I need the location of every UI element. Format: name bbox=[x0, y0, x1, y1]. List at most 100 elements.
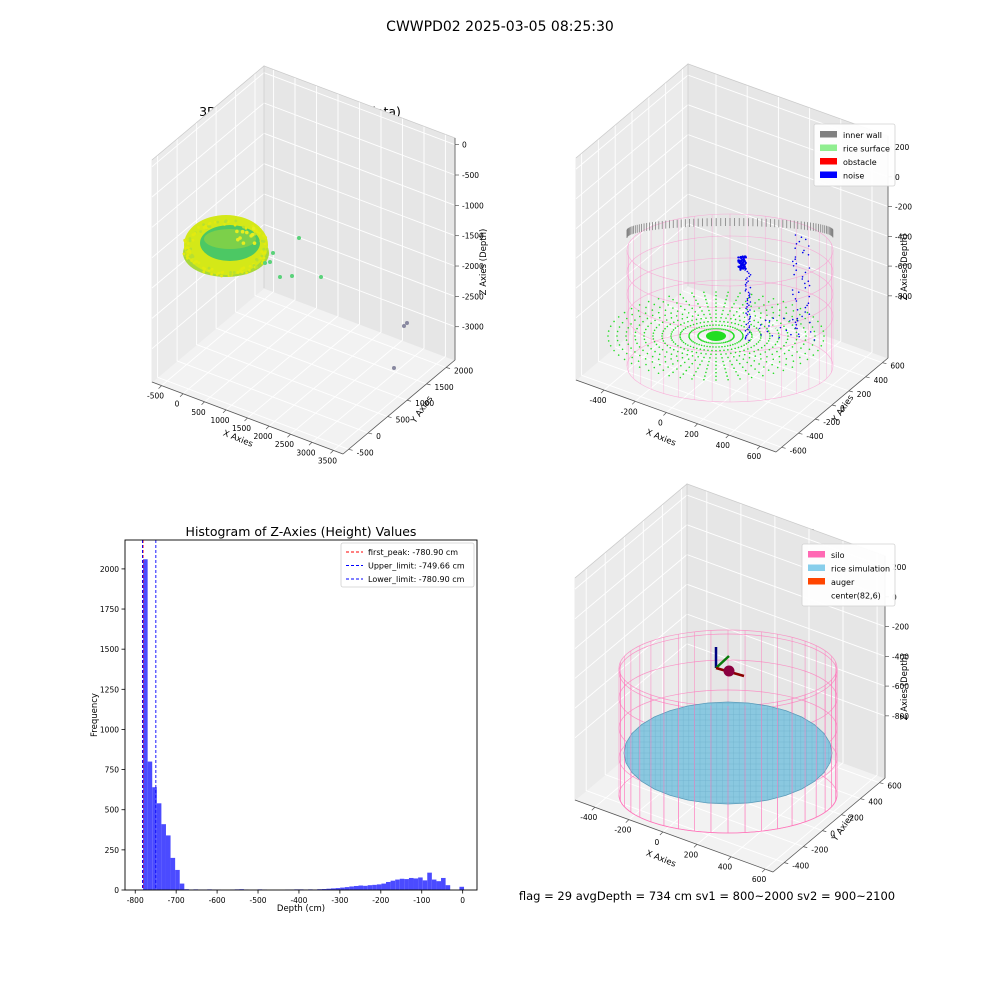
p2-surface-point bbox=[670, 335, 672, 337]
p2-noise-point bbox=[740, 259, 743, 263]
p2-noise-point bbox=[795, 300, 798, 302]
p2-surface-point bbox=[661, 335, 663, 337]
p2-surface-point bbox=[725, 298, 727, 301]
p2-noise-point bbox=[804, 306, 807, 309]
p2-surface-point bbox=[738, 315, 741, 317]
p2-noise-point bbox=[808, 267, 811, 269]
p2-x-tick: 200 bbox=[684, 430, 699, 439]
p3-bar bbox=[179, 883, 185, 890]
p2-surface-point bbox=[776, 350, 778, 353]
p1-y-tick: 0 bbox=[376, 432, 381, 441]
p2-surface-point bbox=[701, 339, 703, 342]
p4-y-tick: -400 bbox=[792, 862, 809, 871]
p2-surface-point bbox=[636, 327, 638, 330]
p2-grid-y bbox=[581, 153, 782, 448]
p1-point bbox=[220, 274, 223, 278]
p2-surface-point bbox=[783, 352, 786, 355]
p2-surface-point bbox=[742, 336, 744, 339]
p2-surface-point bbox=[733, 334, 735, 336]
p2-noise-point bbox=[749, 315, 752, 318]
p2-surface-point bbox=[729, 310, 731, 312]
p2-surface-point bbox=[704, 295, 706, 297]
p2-surface-point bbox=[698, 326, 700, 329]
p2-surface-point bbox=[721, 345, 723, 348]
p2-surface-point bbox=[751, 335, 753, 337]
p2-surface-point bbox=[763, 304, 765, 306]
p2-surface-point bbox=[772, 297, 775, 300]
p2-surface-point bbox=[799, 313, 801, 316]
p2-surface-point bbox=[616, 330, 619, 333]
p1-point bbox=[224, 219, 228, 223]
p2-surface-point bbox=[672, 341, 675, 343]
p2-surface-point bbox=[618, 326, 621, 328]
p2-surface-point bbox=[681, 317, 684, 320]
p3-bar bbox=[441, 877, 446, 890]
p2-surface-point bbox=[717, 327, 719, 330]
p2-surface-point bbox=[681, 313, 684, 316]
p2-surface-point bbox=[726, 375, 728, 377]
p2-noise-point bbox=[745, 282, 748, 284]
p2-surface-point bbox=[765, 361, 768, 363]
p3-bar bbox=[390, 880, 396, 890]
p2-surface-point bbox=[767, 340, 770, 342]
p2-noise-point bbox=[749, 286, 752, 289]
p2-surface-point bbox=[705, 341, 708, 344]
p2-surface-point bbox=[791, 366, 794, 368]
p1-point bbox=[197, 226, 200, 229]
p2-silo-ring bbox=[626, 329, 834, 403]
p2-y-tick-mark bbox=[798, 432, 803, 435]
p1-y-tick-mark bbox=[426, 383, 431, 386]
p2-surface-point bbox=[715, 349, 717, 352]
p2-surface-point bbox=[690, 330, 693, 333]
p2-surface-point bbox=[657, 311, 660, 314]
p2-surface-point bbox=[645, 306, 647, 309]
p2-surface-point bbox=[692, 329, 694, 331]
p1-point bbox=[258, 231, 262, 235]
p1-z-tick: -1000 bbox=[462, 201, 484, 210]
p2-surface-point bbox=[607, 335, 609, 337]
p2-surface-point bbox=[719, 320, 721, 323]
p2-x-label: X Axies bbox=[644, 428, 677, 449]
p2-surface-point bbox=[647, 369, 650, 372]
p2-surface-point bbox=[747, 373, 750, 375]
p2-surface-point bbox=[707, 328, 709, 331]
p2-surface-point bbox=[703, 321, 705, 323]
p2-noise-point bbox=[798, 335, 800, 338]
p4-z-tick: -400 bbox=[892, 652, 909, 661]
p3-bar bbox=[156, 803, 162, 890]
p3-bar bbox=[331, 888, 336, 890]
p2-noise-point bbox=[795, 243, 798, 245]
p2-surface-point bbox=[742, 312, 745, 314]
p2-surface-point bbox=[769, 335, 771, 337]
p2-surface-point bbox=[672, 298, 674, 301]
p2-surface-point bbox=[776, 303, 779, 306]
p2-surface-point bbox=[713, 342, 715, 345]
p3-bar bbox=[395, 879, 400, 890]
p2-surface-point bbox=[688, 333, 690, 336]
p2-surface-point bbox=[621, 321, 624, 324]
p2-grid-x bbox=[759, 130, 873, 447]
p4-y-tick: -200 bbox=[811, 846, 828, 855]
p2-surface-point bbox=[742, 358, 745, 360]
p4-x-tick-mark bbox=[659, 831, 664, 836]
p1-point bbox=[191, 255, 195, 258]
p4-y-tick: 400 bbox=[868, 798, 883, 807]
p2-surface-point bbox=[650, 322, 652, 325]
p3-x-tick: -200 bbox=[372, 896, 389, 905]
p2-surface-point bbox=[720, 353, 722, 356]
p2-surface-point bbox=[670, 333, 673, 335]
p2-surface-point bbox=[812, 354, 815, 356]
p2-surface-point bbox=[693, 295, 695, 298]
p2-surface-point bbox=[715, 305, 717, 308]
p3-bar bbox=[147, 761, 153, 890]
p2-surface-point bbox=[723, 328, 725, 331]
p3-bar bbox=[399, 878, 405, 890]
p2-surface-point bbox=[771, 346, 774, 348]
p2-noise-point bbox=[779, 326, 782, 329]
p2-surface-point bbox=[687, 349, 689, 352]
p2-surface-point bbox=[799, 307, 802, 310]
p1-outlier-point bbox=[263, 261, 267, 265]
p2-noise-point bbox=[748, 331, 751, 334]
p3-y-tick: 1250 bbox=[100, 685, 119, 694]
p2-surface-point bbox=[677, 344, 679, 347]
